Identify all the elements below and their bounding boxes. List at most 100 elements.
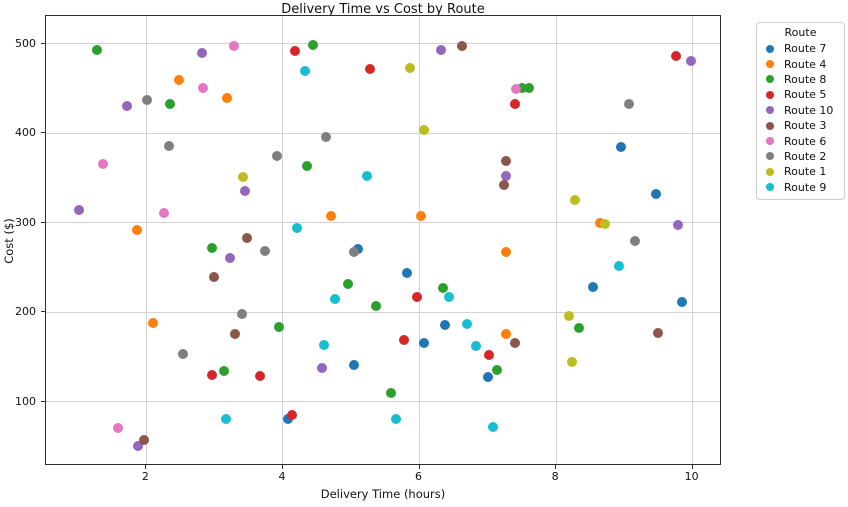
data-point — [240, 186, 251, 197]
legend-item: Route 1 — [757, 164, 844, 179]
data-point — [286, 410, 297, 420]
x-tick-label: 10 — [684, 470, 699, 483]
data-point — [488, 421, 499, 432]
data-point — [318, 340, 329, 351]
data-point — [570, 195, 581, 206]
y-tick-mark — [41, 311, 45, 313]
y-tick-mark — [41, 132, 45, 134]
data-point — [652, 327, 663, 338]
data-point — [630, 236, 641, 247]
data-point — [594, 217, 605, 228]
data-point — [289, 45, 300, 56]
data-point — [97, 158, 108, 169]
y-tick-label: 100 — [15, 394, 36, 408]
data-point — [177, 349, 188, 360]
x-tick-mark — [145, 465, 147, 469]
x-tick-mark — [418, 465, 420, 469]
data-point — [401, 267, 412, 278]
data-point — [491, 365, 502, 376]
data-point — [307, 39, 318, 50]
data-point — [131, 224, 142, 235]
data-point — [399, 334, 410, 345]
legend-item: Route 5 — [757, 87, 844, 102]
x-tick-label: 2 — [141, 470, 149, 483]
data-point — [197, 47, 208, 58]
data-point — [670, 51, 681, 62]
legend-item: Route 8 — [757, 72, 844, 87]
data-point — [208, 272, 219, 283]
data-point — [260, 246, 271, 257]
data-point — [650, 189, 661, 200]
data-point — [138, 435, 149, 446]
legend-item-label: Route 3 — [784, 119, 827, 133]
data-point — [500, 155, 511, 166]
data-point — [73, 205, 84, 216]
x-tick-label: 8 — [551, 470, 559, 483]
data-point — [148, 317, 159, 328]
x-tick-mark — [281, 465, 283, 469]
data-point — [501, 171, 512, 182]
data-point — [600, 218, 611, 229]
data-point — [615, 141, 626, 152]
y-gridline — [46, 311, 720, 313]
data-point — [440, 319, 451, 330]
legend-swatch — [766, 152, 774, 161]
data-point — [292, 223, 303, 234]
x-tick-mark — [555, 465, 557, 469]
data-point — [574, 323, 585, 334]
data-point — [112, 423, 123, 434]
legend-swatch — [766, 106, 774, 115]
data-point — [404, 62, 415, 73]
data-point — [501, 328, 512, 339]
data-point — [419, 124, 430, 135]
legend-swatch — [766, 183, 774, 192]
data-point — [133, 441, 144, 452]
legend-swatch — [766, 167, 774, 176]
data-point — [564, 310, 575, 321]
data-point — [92, 44, 103, 55]
legend-title: Route — [784, 26, 817, 39]
data-point — [229, 40, 240, 51]
data-point — [370, 300, 381, 311]
legend-item-label: Route 10 — [784, 103, 834, 117]
data-point — [500, 247, 511, 258]
y-gridline — [46, 401, 720, 403]
data-point — [224, 253, 235, 264]
data-point — [418, 338, 429, 349]
data-point — [165, 98, 176, 109]
y-tick-label: 300 — [15, 215, 36, 229]
data-point — [320, 131, 331, 142]
y-tick-label: 500 — [15, 36, 36, 50]
legend-swatch — [766, 90, 774, 99]
data-point — [273, 322, 284, 333]
data-point — [238, 172, 249, 183]
data-point — [437, 282, 448, 293]
legend-item-label: Route 5 — [784, 88, 827, 102]
x-gridline — [692, 16, 694, 464]
legend-item-label: Route 7 — [784, 42, 827, 56]
data-point — [206, 369, 217, 380]
data-point — [230, 329, 241, 340]
data-point — [456, 40, 467, 51]
data-point — [391, 413, 402, 424]
x-gridline — [419, 16, 420, 464]
data-point — [587, 282, 598, 293]
chart-title: Delivery Time vs Cost by Route — [281, 2, 485, 17]
x-axis-label: Delivery Time (hours) — [320, 487, 446, 501]
legend-swatch — [766, 75, 774, 84]
data-point — [677, 297, 688, 308]
data-point — [121, 101, 132, 112]
data-point — [221, 413, 232, 424]
y-tick-mark — [41, 400, 45, 402]
legend-item-label: Route 1 — [784, 165, 827, 179]
data-point — [163, 140, 174, 151]
legend-item-label: Route 9 — [784, 180, 827, 194]
legend-item: Route 4 — [757, 56, 844, 71]
data-point — [316, 363, 327, 374]
data-point — [499, 180, 510, 191]
legend-swatch — [766, 44, 774, 53]
data-point — [482, 372, 493, 383]
data-point — [510, 338, 521, 349]
data-point — [241, 232, 252, 243]
